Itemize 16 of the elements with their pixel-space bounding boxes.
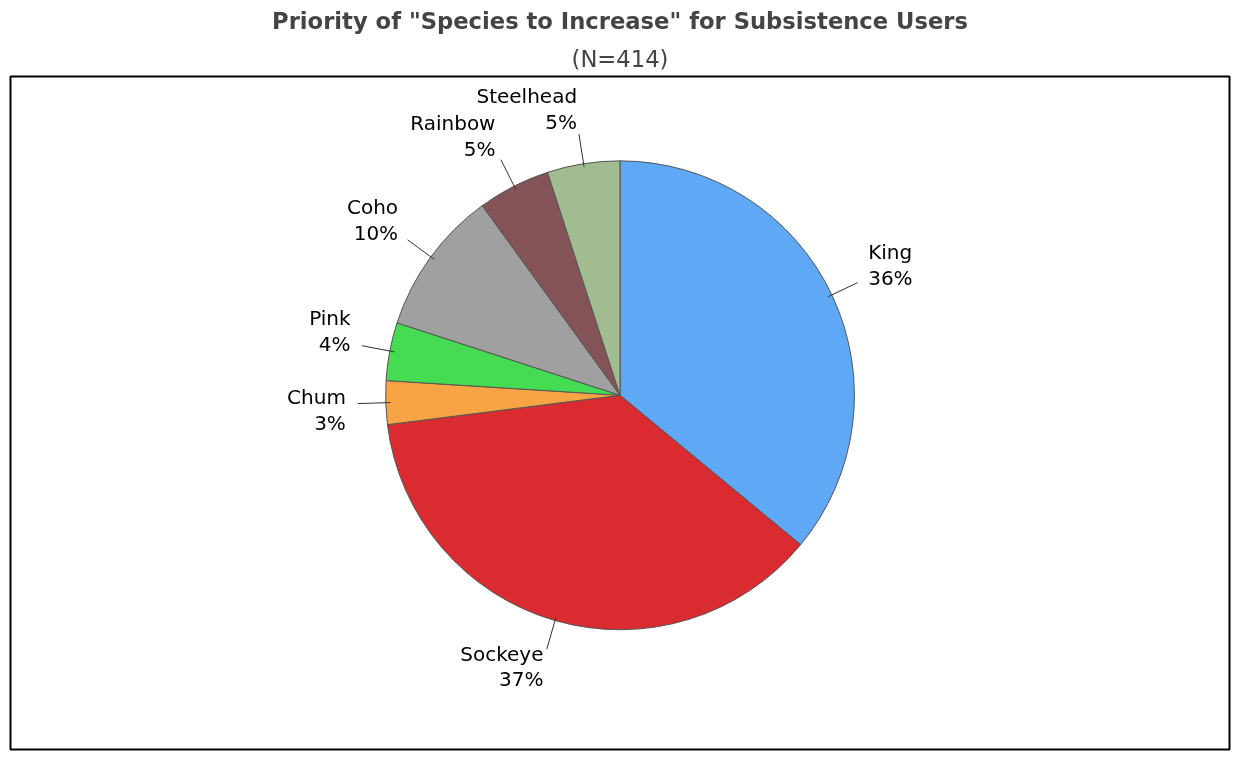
slice-label: Rainbow bbox=[410, 111, 496, 136]
slice-label: Steelhead bbox=[476, 84, 578, 109]
slice-label: Pink bbox=[309, 305, 351, 330]
slice-label: Sockeye bbox=[460, 641, 544, 666]
data-label: 36% bbox=[868, 265, 913, 290]
chart-subtitle: (N=414) bbox=[571, 45, 669, 72]
chart-title: Priority of "Species to Increase" for Subsistence Users bbox=[272, 7, 968, 34]
data-label: 37% bbox=[499, 667, 544, 692]
data-label: 3% bbox=[314, 410, 346, 435]
data-label: 5% bbox=[463, 137, 496, 162]
data-label: 4% bbox=[318, 331, 351, 356]
slice-label: Chum bbox=[287, 384, 346, 409]
slice-label: Coho bbox=[346, 194, 399, 219]
slice-label: King bbox=[868, 239, 913, 264]
data-label: 5% bbox=[545, 110, 578, 135]
data-label: 10% bbox=[353, 220, 399, 245]
